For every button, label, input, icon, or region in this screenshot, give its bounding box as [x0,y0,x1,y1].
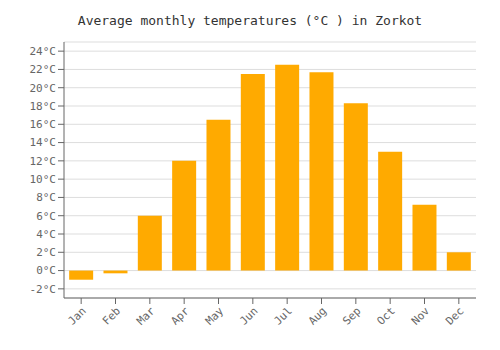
svg-text:Apr: Apr [169,304,193,328]
svg-text:24°C: 24°C [30,45,57,58]
svg-text:16°C: 16°C [30,118,57,131]
html-text:Average monthly temperatures (: Average monthly temperatures (°C ) in Zo… [77,13,423,28]
svg-text:Mar: Mar [134,304,158,328]
svg-text:20°C: 20°C [30,82,57,95]
svg-text:Jul: Jul [272,304,295,327]
svg-text:Nov: Nov [409,304,433,328]
svg-text:4°C: 4°C [36,228,56,241]
svg-text:Oct: Oct [375,304,398,327]
svg-text:22°C: 22°C [30,63,57,76]
svg-text:Dec: Dec [443,304,466,327]
svg-text:Aug: Aug [306,304,329,327]
svg-text:Sep: Sep [340,304,363,327]
svg-text:Jan: Jan [66,304,89,327]
svg-text:2°C: 2°C [36,246,56,259]
svg-text:8°C: 8°C [36,191,56,204]
svg-text:14°C: 14°C [30,136,57,149]
svg-text:0°C: 0°C [36,264,56,277]
svg-text:May: May [203,304,227,328]
svg-text:12°C: 12°C [30,155,57,168]
svg-text:Jun: Jun [237,304,260,327]
svg-text:10°C: 10°C [30,173,57,186]
svg-text:Feb: Feb [100,304,123,327]
svg-text:18°C: 18°C [30,100,57,113]
svg-text:-2°C: -2°C [30,283,57,296]
svg-text:6°C: 6°C [36,210,56,223]
